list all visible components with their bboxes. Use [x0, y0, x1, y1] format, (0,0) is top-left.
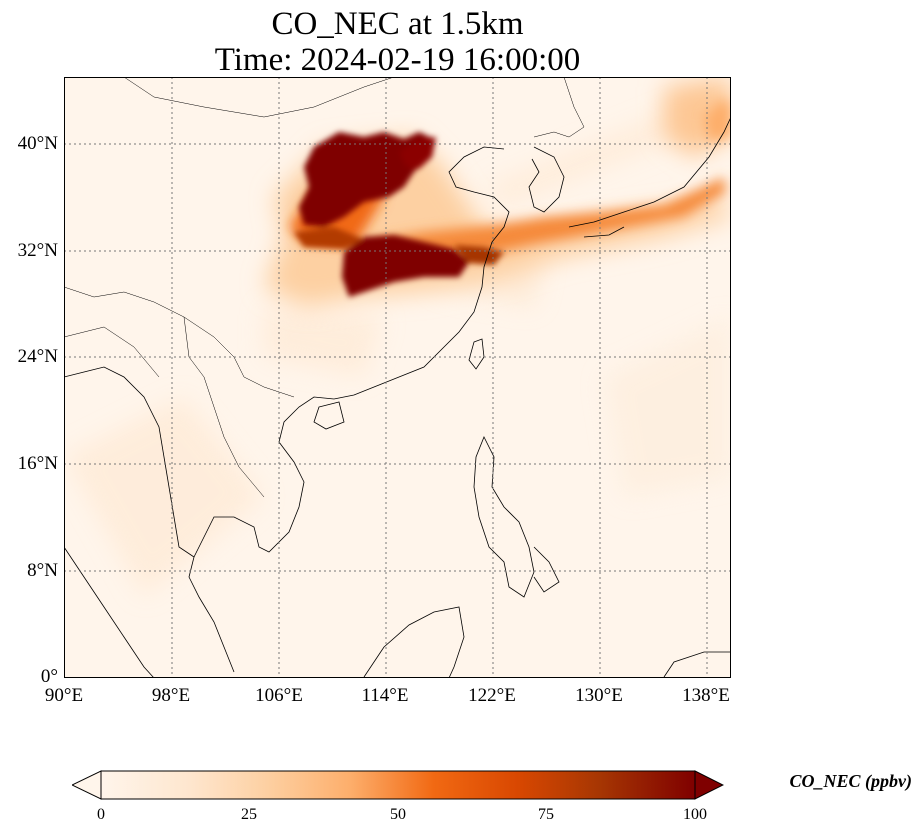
lat-tick-label: 32°N — [17, 240, 58, 261]
co-plume-core — [294, 132, 504, 297]
lon-tick-label: 98°E — [151, 685, 191, 706]
colorbar-max-extend — [694, 770, 725, 800]
lat-tick-label: 8°N — [27, 560, 58, 581]
gridlines — [64, 77, 731, 678]
colorbar-label: CO_NEC (ppbv) — [789, 771, 913, 791]
lon-tick-label: 122°E — [468, 685, 516, 706]
lat-tick-label: 40°N — [17, 133, 58, 154]
colorbar-tick-label: 100 — [683, 806, 707, 823]
colorbar-min-extend — [70, 770, 102, 800]
coastlines — [64, 77, 731, 678]
colorbar-tick-label: 25 — [241, 806, 257, 823]
colorbar-tick-label: 50 — [390, 806, 406, 823]
colorbar-tick-label: 0 — [97, 806, 105, 823]
colorbar — [70, 770, 725, 800]
lon-tick-label: 106°E — [255, 685, 303, 706]
colorbar-bar — [100, 770, 696, 800]
lon-tick-label: 130°E — [575, 685, 623, 706]
map-subtitle-time: Time: 2024-02-19 16:00:00 — [214, 42, 581, 78]
map-title: CO_NEC at 1.5km — [271, 6, 524, 42]
colorbar-gradient — [70, 770, 725, 800]
concentration-map — [64, 77, 731, 678]
lat-tick-label: 16°N — [17, 453, 58, 474]
lon-tick-label: 114°E — [361, 685, 409, 706]
lat-tick-label: 24°N — [17, 346, 58, 367]
map-plot-area[interactable] — [64, 77, 731, 678]
lon-tick-label: 138°E — [682, 685, 730, 706]
lon-tick-label: 90°E — [44, 685, 84, 706]
colorbar-tick-label: 75 — [538, 806, 554, 823]
lat-tick-label: 0° — [40, 666, 58, 687]
